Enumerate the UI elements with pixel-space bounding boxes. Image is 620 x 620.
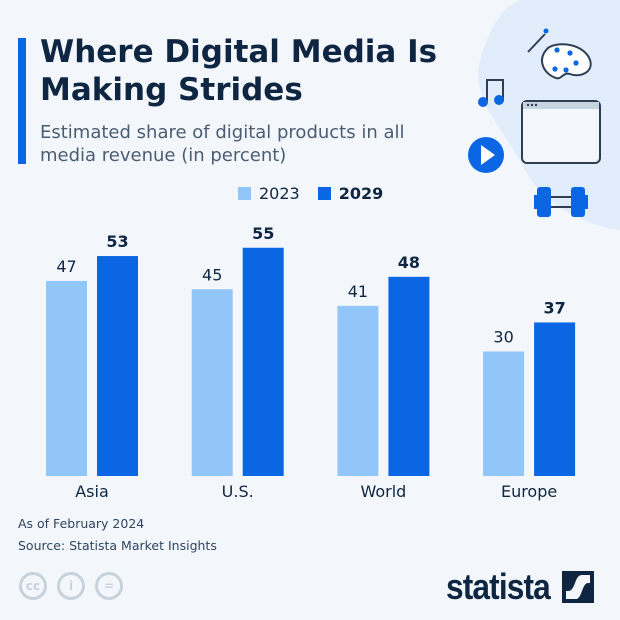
bar-Asia-2029 [97,256,138,476]
bar-Asia-2023 [46,280,87,476]
date-note: As of February 2024 [18,516,145,531]
statista-logo[interactable]: statista [446,566,595,608]
legend-swatch-2029 [317,187,331,200]
data-label: 37 [543,298,565,317]
legend-swatch-2023 [238,187,251,200]
data-label: 53 [106,232,128,251]
legend-item-2023: 2023 [238,184,300,203]
bar-Europe-2029 [534,322,576,476]
data-label: 48 [398,253,420,272]
source-note: Source: Statista Market Insights [18,538,217,553]
dumbbell-icon [534,187,588,217]
data-label: 45 [202,265,222,284]
legend-label-2029: 2029 [338,184,384,203]
category-label: U.S. [222,482,254,501]
category-label: Asia [75,482,109,501]
attribution-icon[interactable]: i [57,572,85,600]
chart-legend: 2023 2029 [238,184,383,203]
data-label: 41 [348,282,368,301]
category-label: World [360,482,406,501]
bar-U.S.-2029 [242,247,284,476]
legend-item-2029: 2029 [317,184,384,203]
play-button-icon [468,137,504,173]
data-label: 55 [252,224,274,243]
statista-logo-icon [562,571,595,603]
chart-title: Where Digital Media Is Making Strides [40,34,438,108]
browser-window-icon [521,100,601,164]
bar-Europe-2023 [483,351,525,476]
bar-World-2029 [388,276,430,476]
data-label: 30 [493,328,513,347]
bar-World-2023 [337,305,379,476]
data-label: 47 [56,257,76,276]
bar-U.S.-2023 [191,289,233,476]
music-note-icon [478,79,504,107]
category-label: Europe [501,482,557,501]
title-accent-bar [18,38,26,164]
cc-icon[interactable]: cc [19,572,47,600]
palette-icon [527,28,592,80]
chart-subtitle: Estimated share of digital products in a… [40,122,405,166]
no-derivatives-icon[interactable]: = [95,572,123,600]
logo-text: statista [446,566,551,607]
legend-label-2023: 2023 [259,184,300,203]
